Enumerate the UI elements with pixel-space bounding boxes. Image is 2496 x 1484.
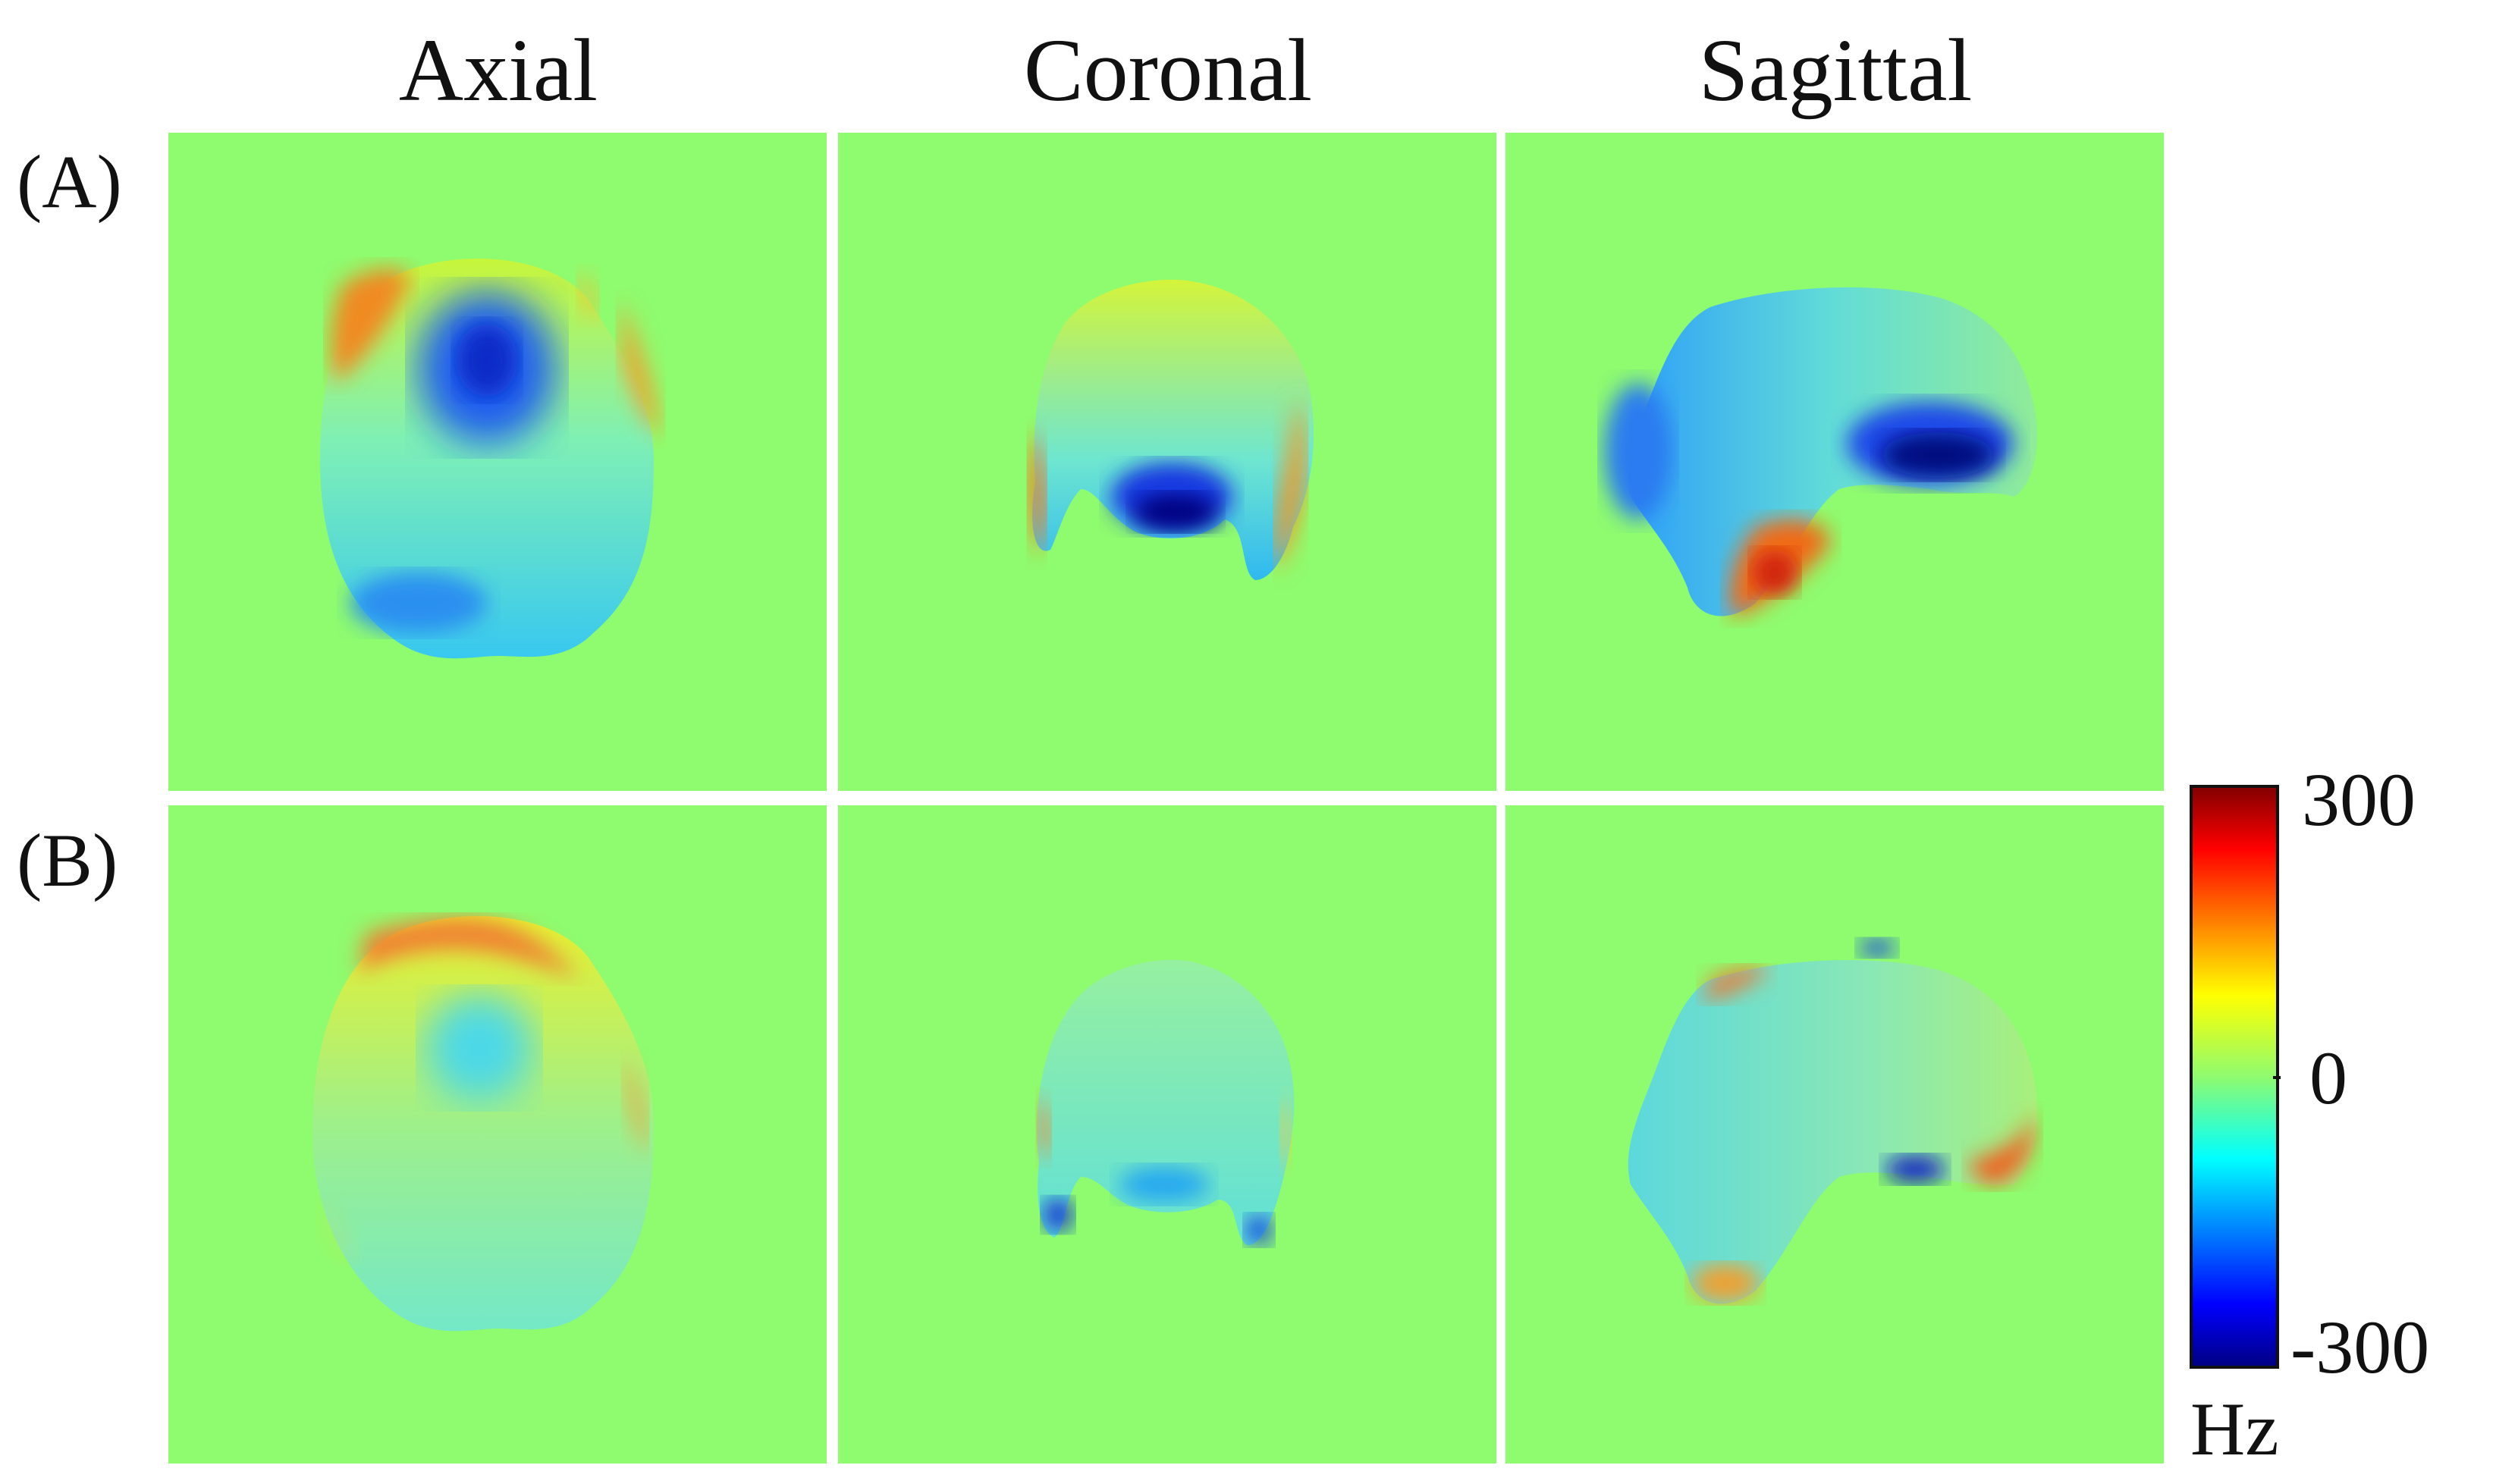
colorbar-max-label: 300	[2302, 758, 2416, 842]
brain-slice-a-axial	[320, 259, 661, 659]
column-title-coronal: Coronal	[1023, 20, 1313, 120]
colorbar-mid-label: 0	[2309, 1036, 2347, 1120]
colorbar-min-label: -300	[2290, 1305, 2430, 1389]
panel-a-sagittal	[1505, 133, 2164, 791]
panel-b-axial	[168, 805, 827, 1464]
column-title-sagittal: Sagittal	[1698, 20, 1973, 120]
brain-slice-a-sagittal	[1604, 287, 2037, 618]
panel-b-sagittal	[1505, 805, 2164, 1464]
colorbar-tick-mid	[2273, 1076, 2281, 1079]
panel-a-axial	[168, 133, 827, 791]
brain-slice-b-coronal	[1037, 959, 1295, 1245]
colorbar-unit-label: Hz	[2190, 1387, 2279, 1471]
column-title-axial: Axial	[398, 20, 598, 120]
panel-a-coronal	[838, 133, 1496, 791]
brain-slice-b-sagittal	[1628, 939, 2037, 1304]
brain-slice-a-coronal	[1028, 279, 1314, 580]
row-label-a: (A)	[17, 140, 122, 224]
panel-b-coronal	[838, 805, 1496, 1464]
brain-slice-b-axial	[312, 916, 654, 1332]
row-label-b: (B)	[17, 818, 118, 902]
colorbar-gradient	[2190, 785, 2279, 1369]
